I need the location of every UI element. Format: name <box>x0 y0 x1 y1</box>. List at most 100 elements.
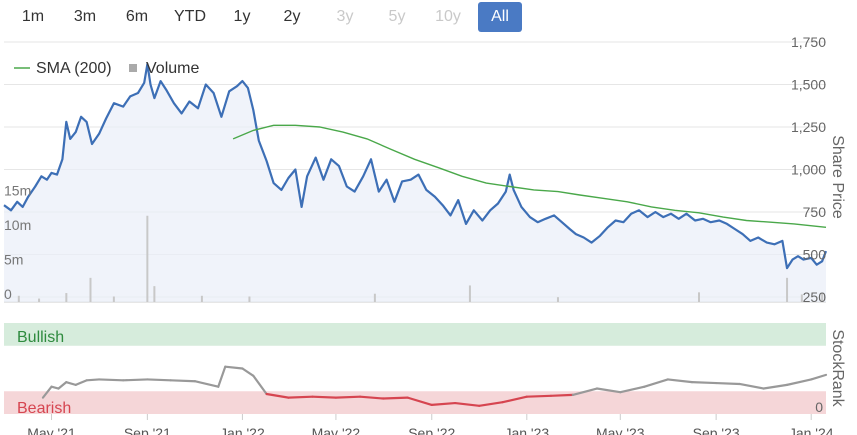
stockrank-segment <box>65 381 77 386</box>
stockrank-segment <box>785 378 813 386</box>
stockrank-segment <box>525 394 553 398</box>
stockrank-segment <box>454 401 481 407</box>
volume-tick-label: 10m <box>4 217 31 233</box>
volume-bar <box>373 293 376 302</box>
price-tick-label: 500 <box>803 247 827 263</box>
x-axis: May '21 Sep '21 Jan '22 May '22 Sep '22 Jan '… <box>27 414 834 435</box>
range-button-all[interactable]: All <box>478 2 522 32</box>
stockrank-segment <box>85 378 101 382</box>
share-price-line <box>3 62 828 270</box>
stockrank-segment <box>358 395 385 400</box>
bullish-band <box>4 323 826 346</box>
volume-tick-label: 0 <box>4 286 12 302</box>
price-area-fill <box>4 64 826 302</box>
range-button-1y[interactable]: 1y <box>233 8 251 25</box>
stockrank-segment <box>169 379 196 383</box>
volume-bar <box>65 293 68 302</box>
stockrank-segment <box>762 383 789 390</box>
stockrank-segment <box>50 385 60 390</box>
volume-bar <box>200 295 203 302</box>
stockrank-segment <box>430 401 457 406</box>
price-tick-label: 1,000 <box>791 162 826 178</box>
volume-tick-label: 5m <box>4 252 23 268</box>
stockrank-segment <box>738 382 765 390</box>
stockrank-segment <box>715 381 741 386</box>
range-button-2y[interactable]: 2y <box>283 8 301 25</box>
price-tick-label: 250 <box>803 289 827 305</box>
stockrank-axis-title: StockRank <box>829 329 846 407</box>
stockrank-segment <box>619 385 646 394</box>
x-tick-label: Jan '23 <box>504 425 549 435</box>
stockrank-segment <box>571 387 599 396</box>
volume-y-axis: 15m 10m 5m 0 <box>4 183 31 303</box>
x-tick-label: May '23 <box>596 425 645 435</box>
x-tick-label: Jan '24 <box>789 425 834 435</box>
range-selector: 1m 3m 6m YTD 1y 2y 3y 5y 10y All <box>0 0 560 34</box>
legend-sma-label: SMA (200) <box>36 60 112 77</box>
x-tick-label: May '22 <box>312 425 361 435</box>
volume-bar <box>17 295 20 302</box>
x-tick-label: Sep '23 <box>693 425 740 435</box>
volume-bar <box>468 285 471 302</box>
stockrank-segment <box>252 374 268 396</box>
price-tick-label: 1,250 <box>791 119 826 135</box>
volume-bar <box>556 297 559 302</box>
stockrank-segment <box>224 365 244 370</box>
stockrank-segment <box>265 392 290 399</box>
range-button-1m[interactable]: 1m <box>21 8 45 25</box>
stockrank-segment <box>501 395 528 404</box>
volume-bar <box>821 293 824 302</box>
stockrank-segment <box>478 401 504 407</box>
volume-bar <box>153 286 156 302</box>
price-tick-label: 750 <box>803 204 827 220</box>
range-button-3y: 3y <box>336 8 354 25</box>
volume-bar <box>89 277 92 302</box>
bearish-band <box>4 391 826 414</box>
volume-bars <box>17 215 824 302</box>
stockrank-tick-label: 0 <box>815 399 823 415</box>
sma-200-line <box>232 124 827 228</box>
range-button-ytd[interactable]: YTD <box>174 8 206 25</box>
range-button-6m[interactable]: 6m <box>125 8 149 25</box>
stockrank-segment <box>74 379 88 386</box>
stockrank-segment <box>41 385 53 399</box>
stockrank-segment <box>643 378 669 388</box>
price-area <box>4 64 826 302</box>
legend-volume-swatch <box>129 64 137 72</box>
bearish-label: Bearish <box>17 400 71 417</box>
x-tick-label: Sep '22 <box>408 425 455 435</box>
stockrank-segment <box>311 395 338 399</box>
volume-bar <box>146 215 149 302</box>
price-y-axis: 1,750 1,500 1,250 1,000 750 500 250 Share Price <box>791 34 846 305</box>
volume-bar <box>112 296 115 302</box>
price-lines <box>3 62 828 270</box>
stockrank-segment <box>382 396 409 400</box>
stockrank-segment <box>406 396 433 406</box>
stockrank-segment <box>193 380 220 388</box>
stockrank-panel: Bullish Bearish 0 StockRank <box>4 323 846 417</box>
range-button-3m[interactable]: 3m <box>73 8 97 25</box>
price-tick-label: 1,500 <box>791 77 826 93</box>
x-tick-label: Sep '21 <box>124 425 171 435</box>
price-tick-label: 1,750 <box>791 34 826 50</box>
stockrank-segment <box>217 365 227 388</box>
range-button-10y: 10y <box>435 8 461 25</box>
stockrank-segment <box>810 373 828 381</box>
volume-bar <box>786 277 789 302</box>
stockrank-segment <box>666 378 694 384</box>
volume-bar <box>800 294 803 302</box>
legend-volume-label: Volume <box>146 60 199 77</box>
x-tick-label: May '21 <box>27 425 76 435</box>
price-axis-title: Share Price <box>829 135 846 219</box>
stockrank-segment <box>595 387 622 394</box>
stockrank-segment <box>549 393 574 397</box>
volume-bar <box>248 296 251 302</box>
stockrank-segment <box>690 381 718 385</box>
stockrank-segment <box>287 395 314 399</box>
x-tick-label: Jan '22 <box>220 425 265 435</box>
volume-tick-label: 15m <box>4 183 31 199</box>
stockrank-segment <box>57 381 68 390</box>
legend: SMA (200) Volume <box>14 60 199 77</box>
stockrank-segment <box>97 378 125 382</box>
